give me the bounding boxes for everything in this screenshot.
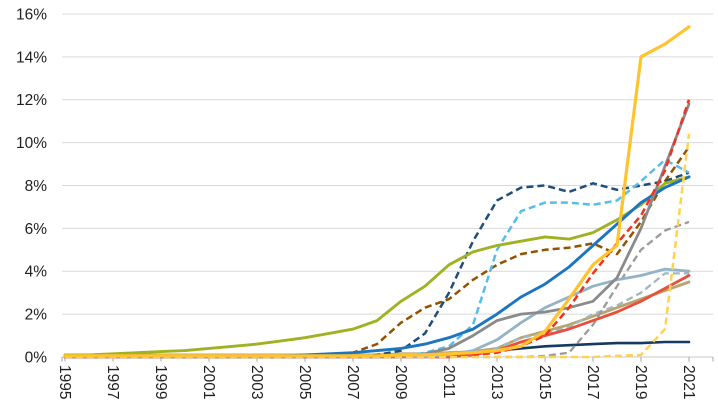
x-tick-label: 2013 [488,365,505,399]
y-tick-label: 10% [16,135,47,152]
x-tick-label: 2005 [296,365,313,399]
y-tick-label: 2% [25,307,48,324]
x-tick-label: 1995 [56,365,73,399]
series-line-ltblue-dashed [65,158,690,359]
x-tick-label: 1997 [104,365,121,399]
x-tick-label: 2019 [632,365,649,399]
x-tick-label: 2017 [584,365,601,399]
y-tick-label: 6% [25,221,48,238]
series-line-amber-solid [63,25,691,358]
y-tick-label: 8% [25,178,48,195]
x-tick-label: 2009 [392,365,409,399]
x-tick-label: 2011 [440,365,457,398]
y-tick-label: 14% [16,49,47,66]
x-tick-label: 2001 [200,365,217,399]
y-tick-label: 12% [16,92,47,109]
x-tick-label: 2003 [248,365,265,399]
series-line-brown-dashed [65,146,691,358]
y-tick-label: 16% [16,6,47,23]
y-tick-label: 4% [25,264,48,281]
x-tick-label: 2015 [536,365,553,399]
x-tick-label: 2021 [680,365,697,399]
series-line-olive-solid [63,175,691,357]
y-tick-label: 0% [25,350,48,367]
x-tick-label: 1999 [152,365,169,399]
x-tick-label: 2007 [344,365,361,399]
series-line-yellow-dashed [65,133,691,359]
